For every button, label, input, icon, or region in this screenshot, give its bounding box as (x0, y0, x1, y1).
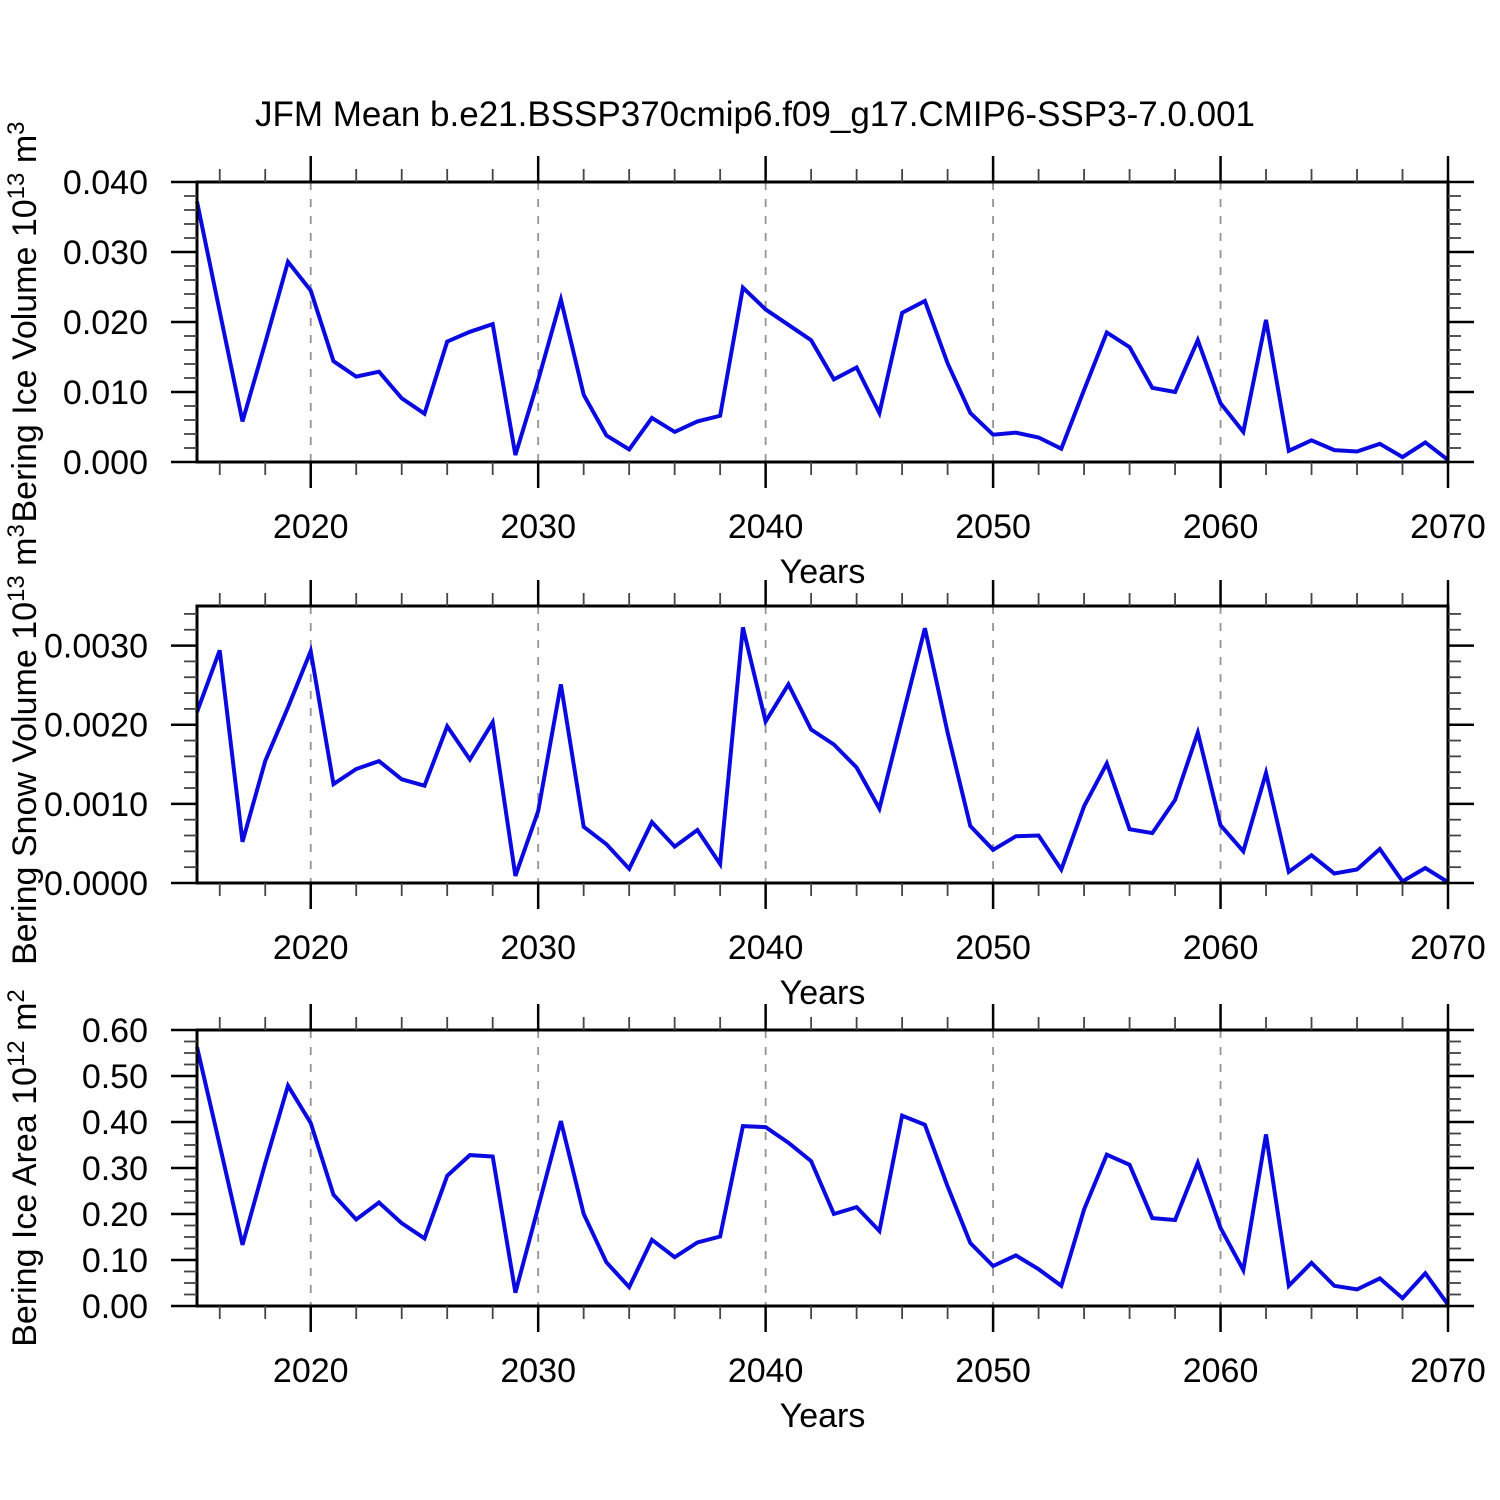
x-tick-label: 2060 (1183, 1352, 1259, 1390)
x-axis-title: Years (780, 974, 866, 1012)
y-tick-label: 0.000 (63, 444, 148, 482)
figure-title: JFM Mean b.e21.BSSP370cmip6.f09_g17.CMIP… (255, 95, 1255, 134)
x-tick-label: 2040 (728, 929, 804, 967)
bering-ice-volume-line (195, 201, 1450, 462)
x-tick-label: 2070 (1410, 1352, 1486, 1390)
y-tick-label: 0.0020 (44, 707, 148, 745)
y-tick-label: 0.040 (63, 164, 148, 202)
y-tick-label: 0.030 (63, 234, 148, 272)
y-tick-label: 0.20 (82, 1196, 148, 1234)
y-tick-label: 0.50 (82, 1058, 148, 1096)
x-tick-label: 2020 (273, 508, 349, 546)
y-axis-title: Bering Ice Area 1012 m2 (3, 989, 44, 1347)
x-tick-label: 2070 (1410, 508, 1486, 546)
x-tick-label: 2030 (500, 929, 576, 967)
x-axis-title: Years (780, 1397, 866, 1435)
x-tick-label: 2030 (500, 1352, 576, 1390)
y-tick-label: 0.0010 (44, 786, 148, 824)
y-axis-title: Bering Ice Volume 1013 m3 (3, 121, 44, 522)
y-tick-label: 0.020 (63, 304, 148, 342)
x-tick-label: 2050 (955, 929, 1031, 967)
y-tick-label: 0.60 (82, 1012, 148, 1050)
x-tick-label: 2050 (955, 508, 1031, 546)
panel-bering-ice-area: 2020 2030 2040 2050 2060 2070 Years 0.00 0.10 0.2… (3, 989, 1486, 1435)
x-tick-label: 2030 (500, 508, 576, 546)
y-tick-label: 0.00 (82, 1288, 148, 1326)
x-tick-label: 2020 (273, 929, 349, 967)
bering-snow-volume-line (195, 626, 1450, 885)
y-tick-label: 0.10 (82, 1242, 148, 1280)
x-tick-label: 2040 (728, 508, 804, 546)
plot-frame (195, 180, 1450, 464)
x-tick-label: 2050 (955, 1352, 1031, 1390)
panel-bering-ice-volume: 2020 2030 2040 2050 2060 2070 Years 0.000 0.010 0… (3, 121, 1486, 591)
x-axis-title: Years (780, 553, 866, 591)
y-tick-label: 0.010 (63, 374, 148, 412)
y-tick-label: 0.30 (82, 1150, 148, 1188)
x-tick-label: 2060 (1183, 929, 1259, 967)
plot-frame (195, 604, 1450, 885)
x-tick-label: 2060 (1183, 508, 1259, 546)
y-axis-title: Bering Snow Volume 1013 m3 (3, 524, 44, 965)
x-tick-label: 2020 (273, 1352, 349, 1390)
bering-ice-area-line (195, 1046, 1450, 1306)
panel-bering-snow-volume: 2020 2030 2040 2050 2060 2070 Years 0.0000 0.001… (3, 524, 1486, 1012)
y-tick-label: 0.40 (82, 1104, 148, 1142)
y-tick-label: 0.0000 (44, 865, 148, 903)
x-tick-label: 2070 (1410, 929, 1486, 967)
x-tick-label: 2040 (728, 1352, 804, 1390)
y-tick-label: 0.0030 (44, 628, 148, 666)
